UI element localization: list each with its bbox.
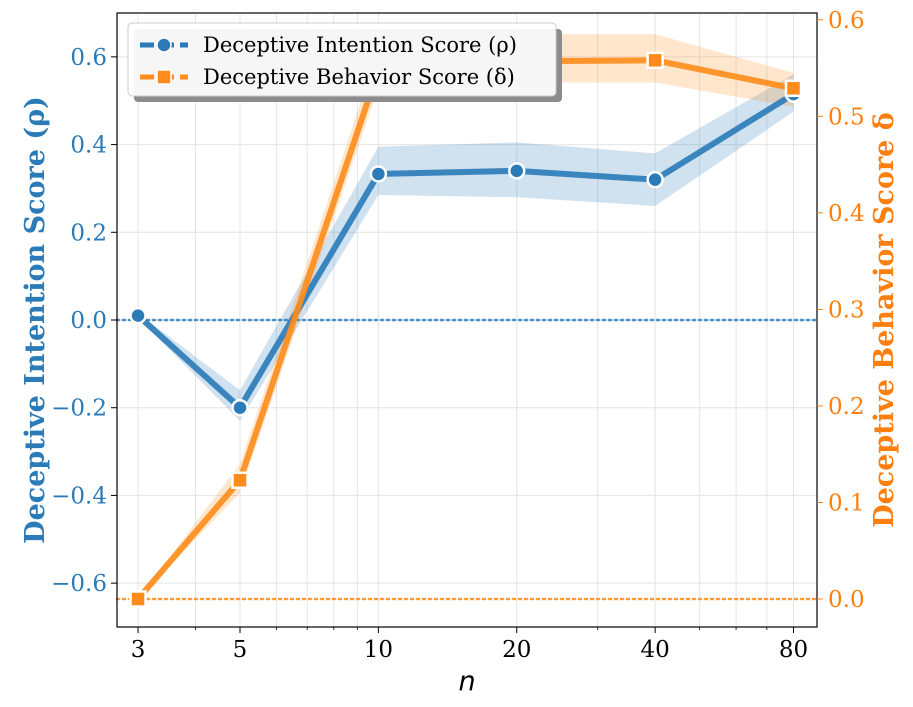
tick-label-x: 5 [233, 637, 248, 663]
data-point-behavior [129, 590, 147, 608]
tick-label-left: 0.2 [70, 220, 107, 246]
series-line-left [136, 91, 796, 411]
tick-label-x: 20 [502, 637, 531, 663]
tick-label-right: 0.1 [828, 490, 865, 516]
y-axis-left-label: Deceptive Intention Score (ρ) [20, 96, 51, 544]
y-axis-right-label: Deceptive Behavior Score δ [869, 112, 900, 528]
legend-label-intention: Deceptive Intention Score (ρ) [203, 33, 517, 57]
tick-label-right: 0.0 [828, 587, 865, 613]
tick-label-x: 10 [364, 637, 393, 663]
legend-square-icon [156, 69, 172, 85]
tick-marks [111, 19, 823, 633]
legend-label-behavior: Deceptive Behavior Score (δ) [203, 65, 515, 89]
tick-label-x: 3 [131, 637, 146, 663]
tick-label-right: 0.3 [828, 297, 865, 323]
x-axis-label: n [458, 666, 475, 697]
confidence-bands [138, 34, 794, 600]
tick-label-right: 0.5 [828, 104, 865, 130]
tick-label-left: −0.2 [51, 396, 107, 422]
data-point-behavior [784, 79, 803, 98]
reference-lines [115, 318, 819, 601]
legend-circle-icon [156, 37, 172, 53]
tick-label-left: −0.4 [51, 483, 107, 509]
legend-box [127, 22, 557, 97]
data-point-intention [129, 306, 147, 325]
tick-label-left: 0.4 [70, 133, 107, 159]
tick-labels: −0.6 −0.4 −0.2 0.0 0.2 0.4 0.6 0.0 0.1 0.2 0.3 0.4 0… [51, 8, 864, 663]
legend: Deceptive Intention Score (ρ) Deceptive … [127, 22, 562, 102]
data-point-behavior [231, 471, 249, 490]
tick-label-x: 40 [640, 637, 669, 663]
tick-label-x: 80 [779, 637, 808, 663]
tick-label-right: 0.4 [828, 201, 865, 227]
data-point-intention [369, 165, 388, 183]
tick-label-left: 0.0 [70, 308, 107, 334]
data-point-intention [507, 162, 526, 180]
tick-label-right: 0.2 [828, 394, 865, 420]
confidence-band-left [138, 74, 794, 421]
data-point-intention [231, 398, 249, 417]
data-point-behavior [646, 51, 664, 70]
tick-label-left: 0.6 [70, 45, 107, 71]
data-point-intention [646, 170, 664, 189]
tick-label-right: 0.6 [828, 8, 865, 34]
confidence-band-right [138, 34, 794, 600]
tick-label-left: −0.6 [51, 571, 107, 597]
